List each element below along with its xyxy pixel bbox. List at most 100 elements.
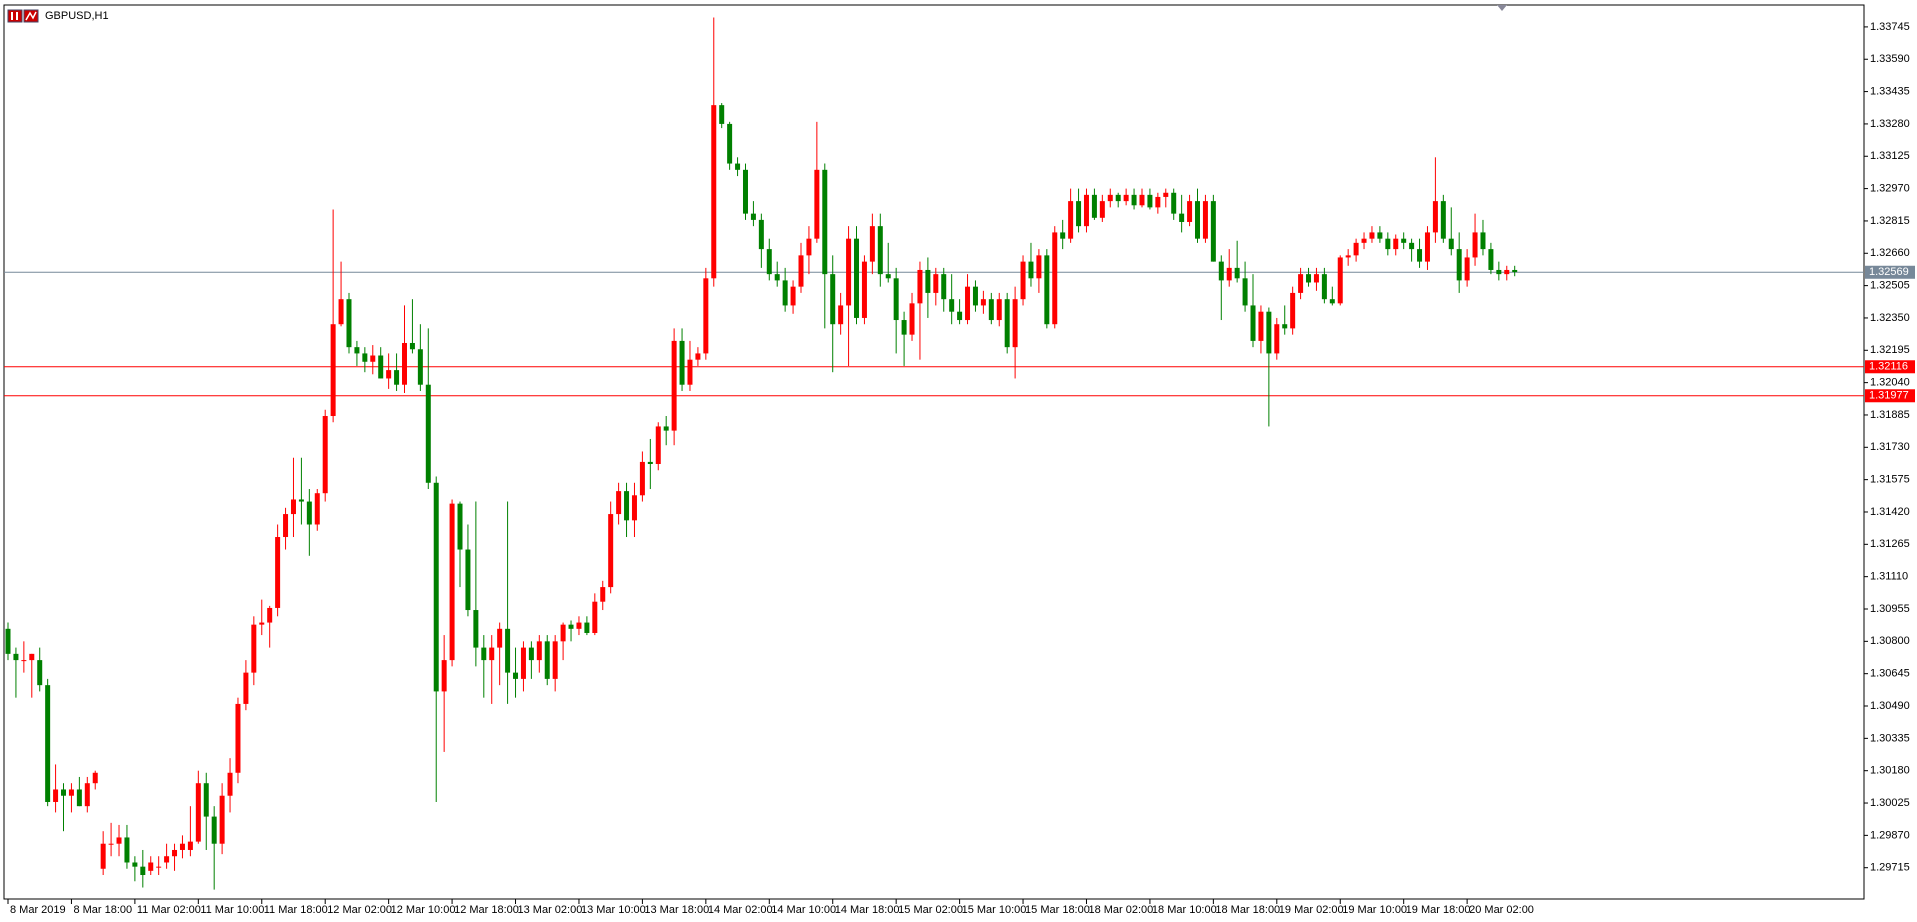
candle-body	[711, 105, 717, 279]
candle-body	[727, 123, 733, 164]
candle-body	[1337, 257, 1343, 304]
x-tick-label: 13 Mar 10:00	[581, 904, 646, 916]
candle-body	[624, 491, 630, 521]
candle-body	[1274, 324, 1280, 354]
x-tick-label: 12 Mar 18:00	[454, 904, 519, 916]
candle-body	[53, 789, 59, 802]
candle-body	[1139, 194, 1145, 206]
candle-body	[536, 641, 542, 661]
candle-body	[1226, 267, 1232, 281]
candle-body	[227, 772, 233, 796]
candle-body	[251, 624, 257, 673]
candle-body	[1512, 269, 1518, 273]
candle-body	[1377, 232, 1383, 239]
candle-body	[433, 482, 439, 692]
y-tick-label: 1.31420	[1870, 506, 1910, 518]
candle-body	[457, 503, 463, 550]
candle-body	[885, 274, 891, 279]
candle-body	[306, 501, 312, 525]
y-tick-label: 1.32660	[1870, 247, 1910, 259]
candle-body	[84, 783, 90, 807]
candle-body	[1060, 232, 1066, 239]
candle-body	[1123, 194, 1129, 202]
candle-body	[1464, 257, 1470, 281]
y-tick-label: 1.31575	[1870, 474, 1910, 486]
candle-body	[211, 816, 217, 844]
y-tick-label: 1.31265	[1870, 538, 1910, 550]
candle-body	[838, 305, 844, 325]
candle-body	[219, 795, 225, 844]
y-tick-label: 1.32815	[1870, 215, 1910, 227]
candle-body	[1131, 194, 1137, 206]
candle-body	[322, 416, 328, 494]
candle-body	[1361, 238, 1367, 243]
x-tick-label: 19 Mar 18:00	[1406, 904, 1471, 916]
candle-body	[449, 503, 455, 661]
candle-body	[362, 353, 368, 362]
candle-body	[179, 843, 185, 850]
candle-body	[1107, 194, 1113, 202]
candle-body	[996, 299, 1002, 321]
candle-body	[671, 340, 677, 431]
x-tick-label: 13 Mar 02:00	[518, 904, 583, 916]
candle-body	[703, 278, 709, 354]
candle-body	[1004, 299, 1010, 348]
candle-body	[1480, 232, 1486, 250]
candle-body	[513, 672, 519, 679]
candle-body	[750, 213, 756, 220]
shift-marker	[1497, 5, 1507, 11]
price-label: 1.32116	[1869, 361, 1908, 373]
y-tick-label: 1.29870	[1870, 829, 1910, 841]
candle-body	[409, 342, 415, 350]
candle-body	[1369, 232, 1375, 239]
candle-body	[1083, 194, 1089, 227]
candle-body	[528, 647, 534, 661]
candle-body	[1417, 249, 1423, 262]
candle-body	[497, 628, 503, 648]
x-tick-label: 18 Mar 18:00	[1215, 904, 1280, 916]
candle-body	[917, 269, 923, 304]
candle-body	[655, 426, 661, 464]
candle-body	[1091, 194, 1097, 218]
candle-body	[1052, 232, 1058, 325]
candle-body	[1210, 201, 1216, 262]
y-tick-label: 1.33590	[1870, 53, 1910, 65]
y-tick-label: 1.29715	[1870, 862, 1910, 874]
candle-body	[473, 610, 479, 648]
candle-body	[965, 286, 971, 321]
x-tick-label: 12 Mar 02:00	[327, 904, 392, 916]
x-tick-label: 14 Mar 02:00	[708, 904, 773, 916]
price-label-box	[1865, 389, 1915, 403]
candle-body	[1195, 201, 1200, 239]
candle-body	[822, 169, 828, 275]
candle-body	[5, 628, 11, 654]
candle-body	[267, 607, 273, 623]
candle-body	[600, 587, 606, 602]
candle-body	[1155, 196, 1161, 208]
candle-body	[1409, 242, 1415, 250]
price-label: 1.32569	[1869, 266, 1909, 278]
candle-body	[45, 685, 51, 802]
candle-body	[608, 514, 614, 588]
y-tick-label: 1.30955	[1870, 603, 1910, 615]
candle-body	[1179, 213, 1185, 222]
candle-body	[909, 303, 915, 335]
chart-title: GBPUSD,H1	[45, 10, 109, 22]
candle-body	[1290, 292, 1296, 329]
y-tick-label: 1.32970	[1870, 183, 1910, 195]
candle-body	[782, 280, 788, 306]
candle-body	[1306, 274, 1312, 283]
candle-body	[1496, 269, 1502, 275]
candle-body	[592, 601, 598, 633]
candle-body	[1393, 238, 1399, 250]
candle-body	[1440, 201, 1446, 239]
candle-body	[402, 342, 407, 385]
y-tick-label: 1.32350	[1870, 312, 1910, 324]
candle-body	[1036, 255, 1042, 279]
y-tick-label: 1.33280	[1870, 118, 1910, 130]
candle-body	[187, 841, 193, 850]
candle-body	[616, 491, 622, 515]
candle-body	[877, 226, 883, 275]
